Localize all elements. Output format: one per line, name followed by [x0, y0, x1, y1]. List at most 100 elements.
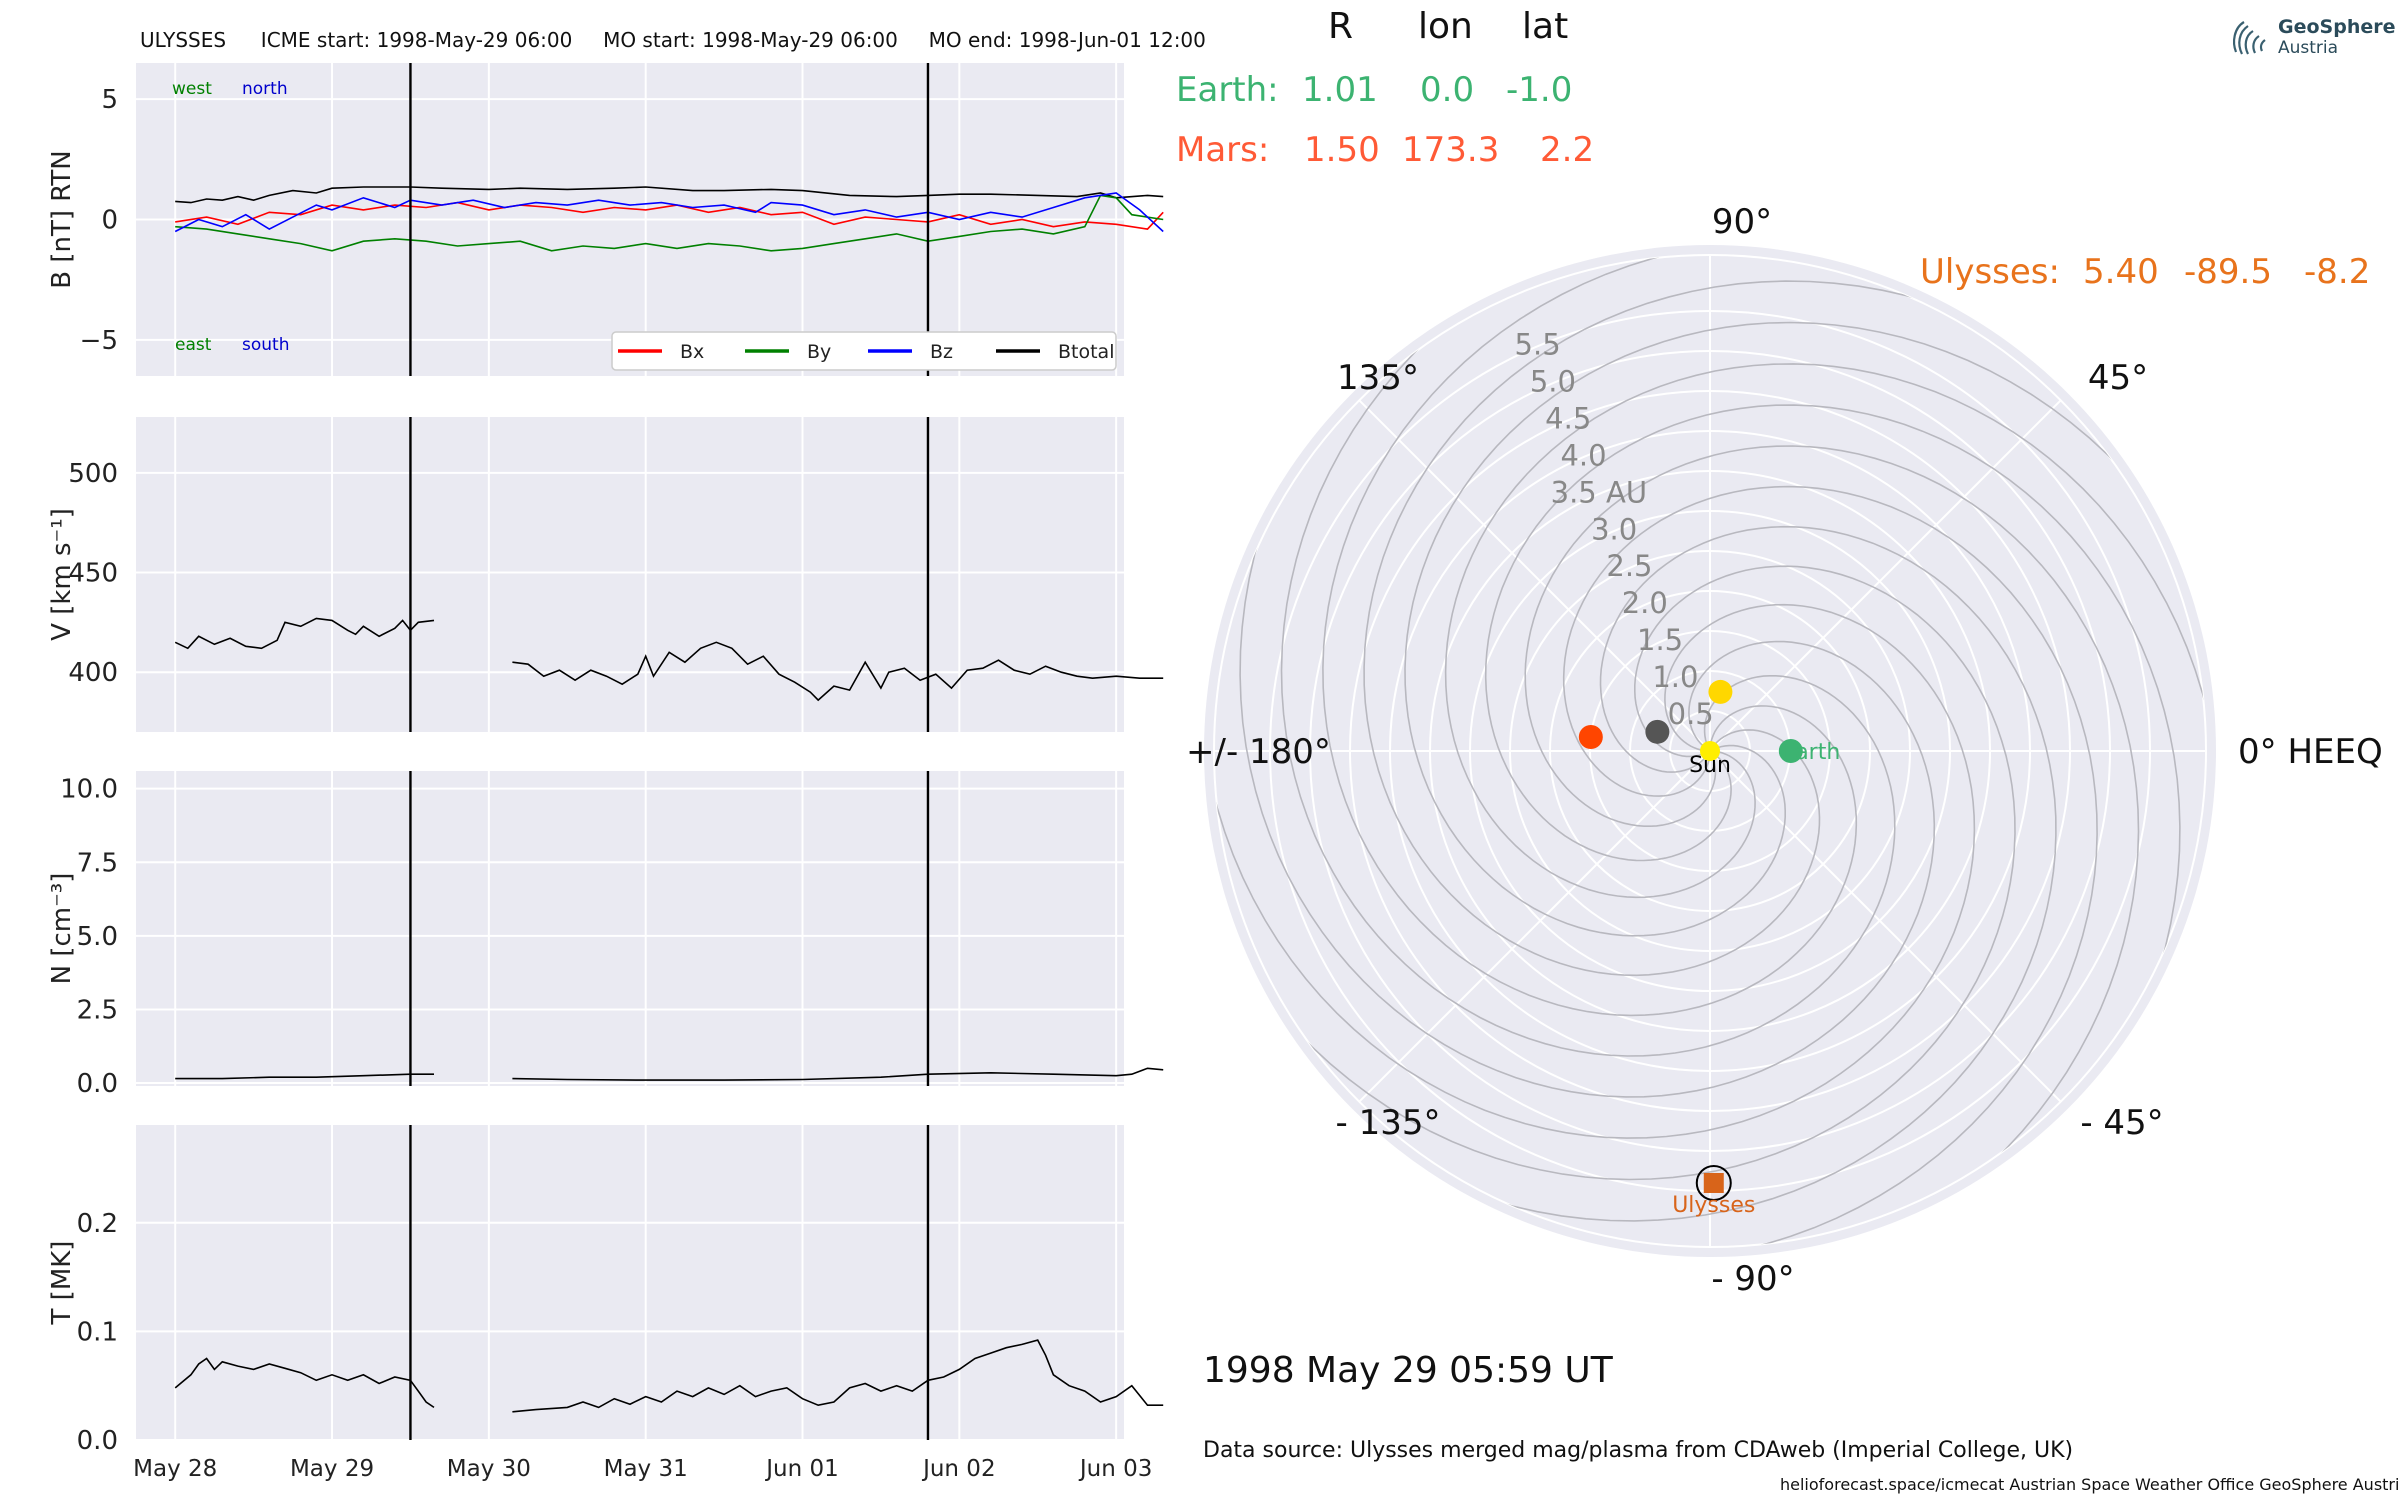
x-tick-label: May 28 — [133, 1456, 217, 1482]
radial-tick-label: 3.5 AU — [1551, 475, 1647, 509]
x-tick-label: May 30 — [447, 1456, 531, 1482]
spacecraft-name: ULYSSES — [140, 28, 227, 52]
panel-2: 400 450 500 V [km s⁻¹] — [47, 417, 1164, 732]
polar-ring — [1669, 710, 1751, 792]
parker-spiral-line — [1322, 255, 2063, 1017]
angle-label: 135° — [1337, 358, 1419, 398]
annotation-north: north — [242, 79, 288, 99]
icme-start: ICME start: 1998-May-29 06:00 — [260, 28, 573, 52]
y-tick-label: 400 — [68, 658, 118, 688]
polar-spoke — [1358, 399, 1711, 752]
angle-label: - 90° — [1711, 1259, 1794, 1299]
polar-ring — [1429, 470, 1991, 1032]
series-line-by — [175, 194, 1164, 252]
parker-spiral-line — [1214, 398, 1976, 1139]
y-tick-label: 0.0 — [77, 1069, 118, 1099]
legend-box — [611, 331, 1117, 371]
logo-text-line2: Austria — [2278, 38, 2339, 58]
body-4-marker — [1578, 724, 1603, 749]
ulysses-name: Ulysses: — [1920, 252, 2060, 292]
polar-grid — [1213, 254, 2207, 1248]
mars-lat: 2.2 — [1540, 130, 1595, 170]
ulysses-r: 5.40 — [2083, 252, 2159, 292]
polar-spoke — [1709, 750, 2062, 1103]
parker-spiral-line — [1484, 404, 2181, 1247]
series-line-bz — [174, 192, 1164, 233]
x-tick-label: Jun 03 — [1078, 1456, 1153, 1482]
parker-spiral-line — [1444, 363, 2206, 1104]
radial-tick-label: 5.5 — [1515, 327, 1561, 361]
panel-background — [136, 771, 1124, 1086]
earth-marker — [1778, 739, 1803, 763]
table-header-lat: lat — [1522, 6, 1569, 47]
radial-tick-label: 0.5 — [1668, 697, 1714, 731]
data-source-label: Data source: Ulysses merged mag/plasma f… — [1203, 1438, 2074, 1463]
header: ULYSSES ICME start: 1998-May-29 06:00 MO… — [140, 28, 1206, 52]
legend-label: Bz — [930, 341, 953, 363]
y-axis-label: B [nT] RTN — [47, 150, 77, 289]
earth-lon: 0.0 — [1420, 70, 1475, 110]
mo-end: MO end: 1998-Jun-01 12:00 — [928, 28, 1206, 52]
body-2-marker — [1645, 719, 1670, 744]
parker-spiral-line — [1524, 445, 2140, 1247]
x-tick-label: Jun 01 — [764, 1456, 839, 1482]
series-line-data — [512, 1339, 1164, 1413]
panel-background — [136, 1125, 1124, 1440]
polar-ring — [1549, 590, 1871, 912]
radial-tick-label: 5.0 — [1530, 364, 1576, 398]
ulysses-label: Ulysses — [1672, 1193, 1755, 1218]
parker-spiral-line — [1404, 321, 2206, 937]
ulysses-marker-ring — [1695, 1164, 1732, 1201]
panel-4: 0.0 0.1 0.2T [MK] May 28 May 29 May 30 May 31 J… — [47, 1125, 1164, 1482]
table-header-r: R — [1328, 6, 1354, 47]
datetime-label: 1998 May 29 05:59 UT — [1203, 1350, 1613, 1391]
earth-lat: -1.0 — [1506, 70, 1573, 110]
angle-label: +/- 180° — [1186, 732, 1331, 772]
logo-text-line1: GeoSphere — [2278, 16, 2396, 38]
ulysses-marker — [1703, 1172, 1724, 1193]
y-tick-label: 7.5 — [77, 848, 118, 878]
radial-tick-label: 1.0 — [1652, 660, 1698, 694]
x-tick-label: Jun 02 — [921, 1456, 996, 1482]
annotation-south: south — [242, 335, 289, 355]
y-tick-label: 5.0 — [77, 922, 118, 952]
polar-outer-ring — [1213, 254, 2207, 1248]
radial-tick-label: 2.0 — [1622, 586, 1668, 620]
mo-start: MO start: 1998-May-29 06:00 — [603, 28, 898, 52]
angle-label: 45° — [2088, 358, 2148, 398]
radial-tick-label: 4.0 — [1560, 438, 1606, 472]
angle-label: - 135° — [1336, 1103, 1441, 1143]
mars-r: 1.50 — [1304, 130, 1380, 170]
sun-label: Sun — [1689, 753, 1731, 778]
series-line-data — [512, 641, 1164, 702]
logo-swirl-icon — [2233, 21, 2266, 55]
panel-3: 0.0 2.5 5.0 7.5 10.0 N [cm⁻³] — [47, 771, 1164, 1099]
x-tick-label: May 29 — [290, 1456, 374, 1482]
polar-ring — [1469, 510, 1951, 992]
y-tick-label: 0 — [101, 206, 118, 236]
earth-name: Earth: — [1176, 70, 1279, 110]
y-tick-label: −5 — [80, 326, 118, 356]
ulysses-lon: -89.5 — [2184, 252, 2272, 292]
polar-plot: 0.51.01.52.02.53.03.5 AU4.04.55.05.5 90° 4… — [1186, 202, 2383, 1299]
y-tick-label: 0.2 — [77, 1209, 118, 1239]
parker-spiral-line — [1357, 485, 2098, 1247]
y-tick-label: 10.0 — [60, 775, 118, 805]
earth-r: 1.01 — [1302, 70, 1378, 110]
parker-spiral-line — [1280, 255, 1896, 1057]
series-line-btotal — [175, 186, 1164, 204]
y-axis-label: T [MK] — [47, 1241, 77, 1326]
geosphere-logo: GeoSphere Austria — [2228, 12, 2396, 64]
parker-spiral-line — [1214, 565, 2016, 1181]
legend: Bx By Bz Btotal — [611, 331, 1117, 371]
polar-spoke — [1358, 750, 1711, 1103]
series-line-data — [174, 617, 435, 650]
body-3-marker — [1708, 679, 1733, 704]
polar-ring — [1509, 550, 1911, 952]
polar-ring — [1349, 390, 2071, 1112]
y-axis-label: N [cm⁻³] — [47, 873, 77, 985]
parker-spiral-line — [1214, 525, 2057, 1222]
y-tick-label: 500 — [68, 459, 118, 489]
y-tick-label: 5 — [101, 85, 118, 115]
